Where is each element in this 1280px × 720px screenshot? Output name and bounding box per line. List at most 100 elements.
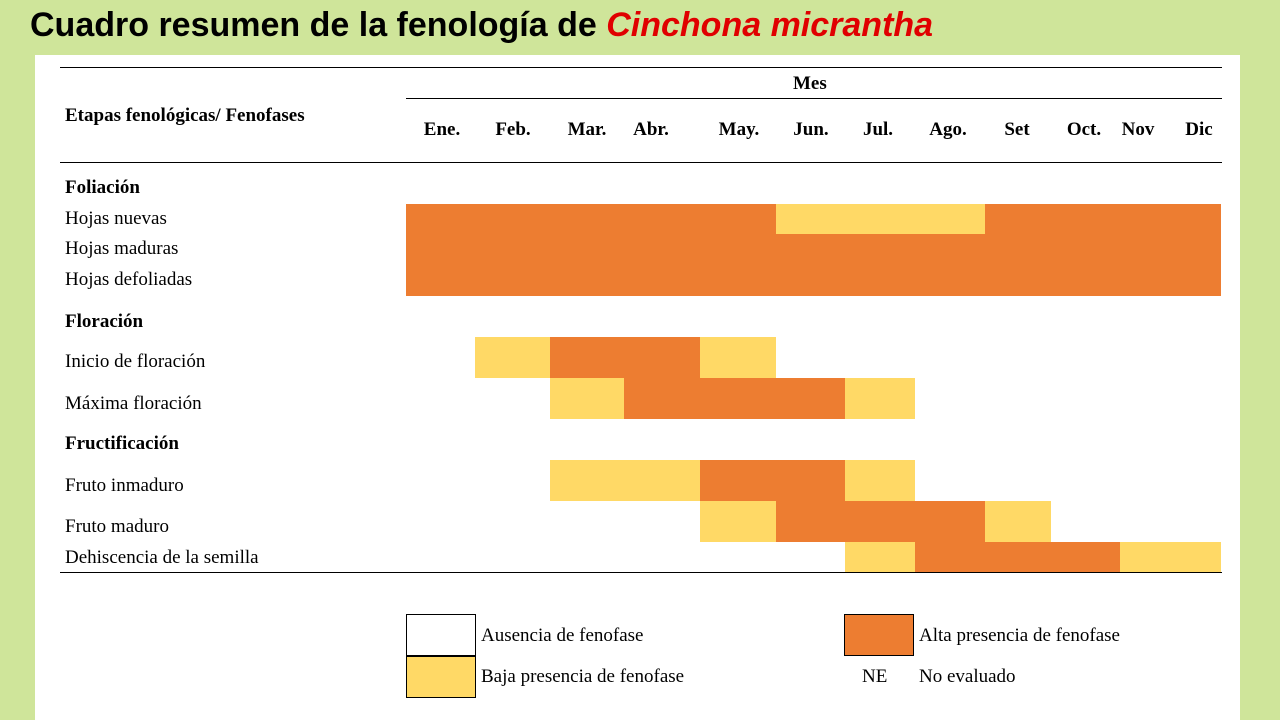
phenology-cell-alta (1120, 234, 1173, 265)
phenology-cell-baja (700, 337, 776, 378)
phenology-cell-alta (776, 460, 845, 501)
month-header: May. (718, 119, 760, 140)
phenology-cell-alta (1120, 265, 1173, 296)
month-header: Dic (1185, 119, 1213, 140)
phenology-cell-alta (915, 542, 985, 572)
phenology-cell-alta (1051, 265, 1120, 296)
table-bottom-rule (60, 572, 1222, 573)
phenology-cell-alta (1051, 204, 1120, 234)
phenology-cell-baja (550, 460, 624, 501)
phenology-cell-alta (406, 234, 475, 265)
phenology-cell-baja (845, 460, 915, 501)
phenology-cell-alta (624, 265, 700, 296)
mes-underline (406, 98, 1222, 99)
phenology-cell-alta (475, 265, 550, 296)
legend-swatch-baja (406, 656, 476, 698)
row-label-fruto-inmaduro: Fruto inmaduro (65, 475, 184, 496)
phenology-cell-alta (700, 460, 776, 501)
header-bottom-rule (60, 162, 1222, 163)
phenology-cell-alta (700, 234, 776, 265)
legend-ne: No evaluado (919, 666, 1016, 687)
phenology-cell-alta (845, 234, 915, 265)
phenology-cell-alta (700, 204, 776, 234)
section-floracion: Floración (65, 311, 144, 332)
phenology-cell-baja (624, 460, 700, 501)
phenology-cell-alta (985, 542, 1051, 572)
page-title: Cuadro resumen de la fenología de Cincho… (30, 6, 933, 45)
phenology-cell-alta (915, 501, 985, 542)
phenology-cell-alta (624, 378, 700, 419)
month-group-header: Mes (793, 73, 827, 94)
row-label-hojas-nuevas: Hojas nuevas (65, 208, 167, 229)
phenology-cell-alta (1173, 265, 1221, 296)
row-label-inicio-floracion: Inicio de floración (65, 351, 206, 372)
phenology-cell-alta (1173, 204, 1221, 234)
month-header: Mar. (567, 119, 607, 140)
row-label-dehiscencia: Dehiscencia de la semilla (65, 547, 259, 568)
phenology-cell-alta (624, 234, 700, 265)
phenology-cell-alta (915, 265, 985, 296)
phenology-cell-baja (700, 501, 776, 542)
row-label-hojas-defoliadas: Hojas defoliadas (65, 269, 193, 290)
section-fructificacion: Fructificación (65, 433, 179, 454)
phenology-cell-alta (1173, 234, 1221, 265)
legend-swatch-alta (844, 614, 914, 656)
legend-baja: Baja presencia de fenofase (481, 666, 685, 687)
month-header: Feb. (495, 119, 531, 140)
phenology-cell-baja (776, 204, 845, 234)
phenology-cell-baja (475, 337, 550, 378)
phenology-cell-alta (700, 378, 776, 419)
phenology-cell-alta (700, 265, 776, 296)
row-label-hojas-maduras: Hojas maduras (65, 238, 179, 259)
phenology-cell-baja (985, 501, 1051, 542)
month-header: Jun. (793, 119, 829, 140)
table-top-rule (60, 67, 1222, 68)
phenology-table-panel: Etapas fenológicas/ Fenofases Mes Ene. Fe… (35, 55, 1240, 720)
phenology-cell-alta (915, 234, 985, 265)
phenology-cell-alta (776, 234, 845, 265)
phenology-cell-alta (776, 501, 845, 542)
phenology-cell-alta (550, 234, 624, 265)
month-header: Jul. (862, 119, 894, 140)
phenology-cell-alta (550, 204, 624, 234)
legend-ne-code: NE (862, 666, 888, 687)
phenology-cell-alta (406, 204, 475, 234)
month-header: Ago. (929, 119, 967, 140)
phenology-cell-alta (406, 265, 475, 296)
phenology-cell-alta (845, 501, 915, 542)
phenology-cell-baja (915, 204, 985, 234)
legend-alta: Alta presencia de fenofase (919, 625, 1120, 646)
phenology-cell-alta (1051, 542, 1120, 572)
section-foliacion: Foliación (65, 177, 140, 198)
phenology-cell-baja (550, 378, 624, 419)
phenology-cell-alta (776, 378, 845, 419)
phenology-cell-alta (550, 337, 624, 378)
phenology-cell-baja (845, 204, 915, 234)
legend-ausencia: Ausencia de fenofase (481, 625, 644, 646)
phenology-cell-alta (624, 204, 700, 234)
month-header: Oct. (1066, 119, 1102, 140)
phenology-cell-alta (985, 204, 1051, 234)
title-prefix: Cuadro resumen de la fenología de (30, 6, 597, 44)
month-header: Ene. (423, 119, 461, 140)
phenology-cell-alta (776, 265, 845, 296)
phenology-cell-alta (1120, 204, 1173, 234)
phenology-cell-alta (624, 337, 700, 378)
phenology-cell-baja (1120, 542, 1173, 572)
phenology-cell-alta (845, 265, 915, 296)
phenology-cell-alta (475, 204, 550, 234)
month-header: Set (1004, 119, 1030, 140)
month-header: Abr. (633, 119, 669, 140)
phenology-cell-alta (550, 265, 624, 296)
phenology-cell-baja (845, 378, 915, 419)
corner-header: Etapas fenológicas/ Fenofases (65, 105, 305, 126)
title-species: Cinchona micrantha (606, 6, 934, 44)
month-header: Nov (1121, 119, 1155, 140)
row-label-maxima-floracion: Máxima floración (65, 393, 202, 414)
phenology-cell-baja (845, 542, 915, 572)
phenology-cell-alta (985, 234, 1051, 265)
legend-swatch-ausencia (406, 614, 476, 656)
phenology-cell-alta (985, 265, 1051, 296)
phenology-cell-alta (1051, 234, 1120, 265)
row-label-fruto-maduro: Fruto maduro (65, 516, 169, 537)
